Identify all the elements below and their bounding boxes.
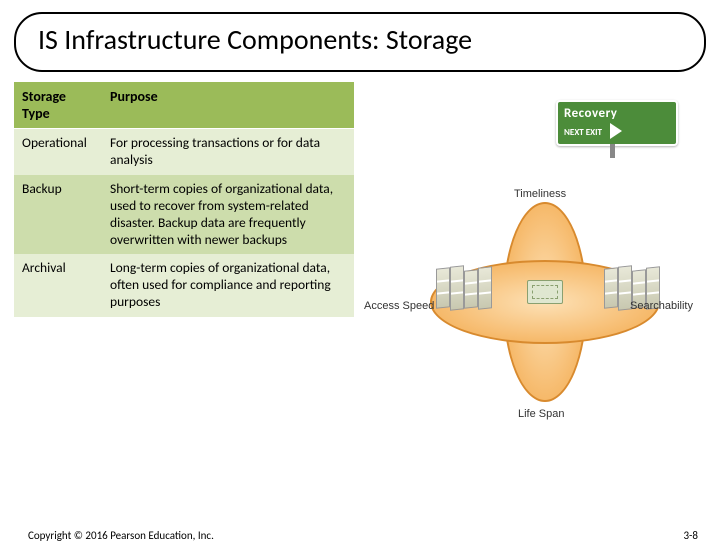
title-container: IS Infrastructure Components: Storage	[14, 12, 706, 72]
sign-line1: Recovery	[564, 106, 670, 121]
storage-table: Storage Type Purpose Operational For pro…	[14, 82, 354, 317]
cell-purpose: Long-term copies of organizational data,…	[102, 254, 354, 317]
cell-purpose: For processing transactions or for data …	[102, 129, 354, 175]
page-number: 3-8	[683, 529, 698, 542]
arrow-right-icon	[610, 123, 622, 139]
header-storage-type: Storage Type	[14, 82, 102, 129]
sign-panel: Recovery NEXT EXIT	[556, 100, 678, 146]
header-purpose: Purpose	[102, 82, 354, 129]
sign-post-icon	[610, 144, 615, 158]
table-row: Backup Short-term copies of organization…	[14, 175, 354, 255]
cell-type: Archival	[14, 254, 102, 317]
label-timeliness: Timeliness	[514, 188, 566, 200]
recovery-sign: Recovery NEXT EXIT	[556, 100, 678, 154]
table-header-row: Storage Type Purpose	[14, 82, 354, 129]
sign-line2-wrap: NEXT EXIT	[564, 121, 670, 140]
cell-purpose: Short-term copies of organizational data…	[102, 175, 354, 255]
footer: Copyright © 2016 Pearson Education, Inc.…	[28, 529, 698, 542]
server-racks-left-icon	[436, 266, 486, 310]
label-searchability: Searchability	[630, 300, 693, 312]
page-title: IS Infrastructure Components: Storage	[38, 24, 682, 56]
label-lifespan: Life Span	[518, 408, 564, 420]
sign-line2: NEXT EXIT	[564, 127, 602, 138]
cell-type: Operational	[14, 129, 102, 175]
content-area: Storage Type Purpose Operational For pro…	[0, 82, 720, 422]
table-row: Archival Long-term copies of organizatio…	[14, 254, 354, 317]
table-row: Operational For processing transactions …	[14, 129, 354, 175]
copyright-text: Copyright © 2016 Pearson Education, Inc.	[28, 529, 214, 542]
label-access-speed: Access Speed	[364, 300, 434, 312]
cell-type: Backup	[14, 175, 102, 255]
recovery-diagram: Recovery NEXT EXIT Timeliness Life Span …	[362, 82, 706, 422]
center-node-icon	[527, 280, 563, 304]
storage-table-container: Storage Type Purpose Operational For pro…	[14, 82, 354, 422]
